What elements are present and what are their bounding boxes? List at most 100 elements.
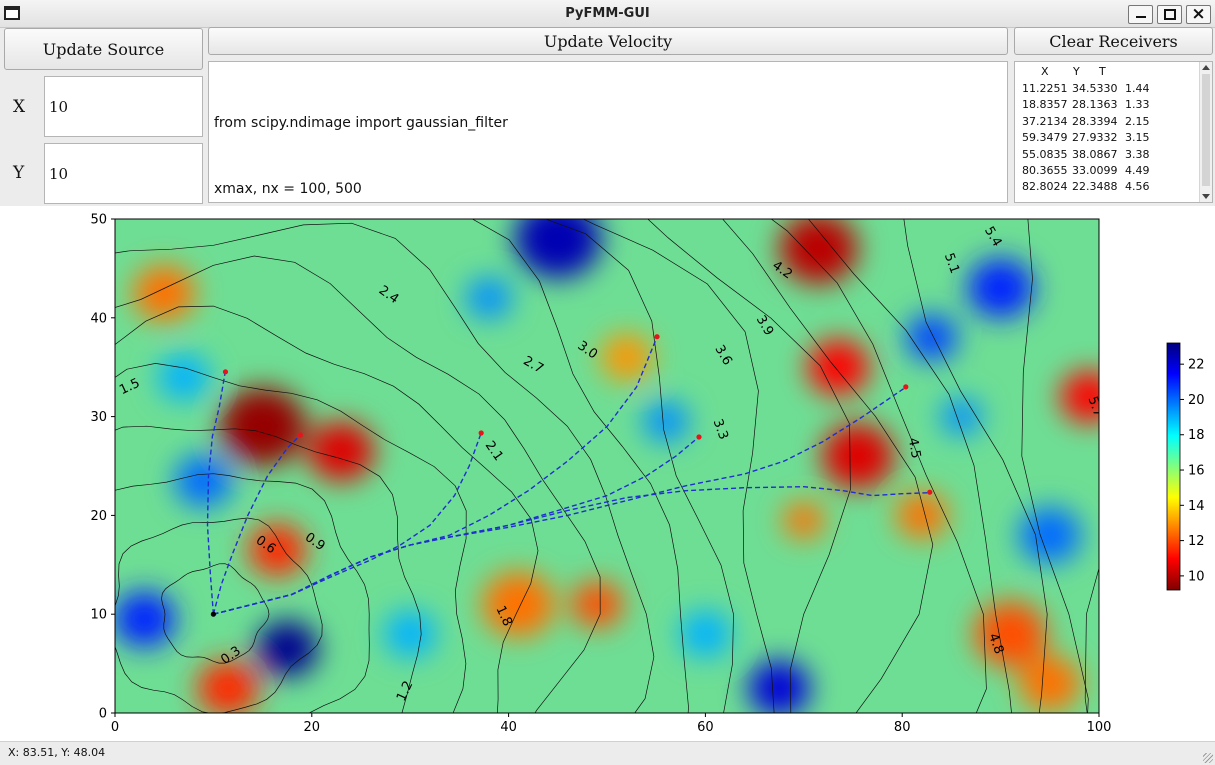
contour-label: 4.8: [985, 632, 1006, 657]
receivers-rows: 11.2251 34.5330 1.44 18.8357 28.1363 1.33 37…: [1022, 82, 1150, 197]
velocity-anomaly: [174, 454, 233, 507]
ray-path: [206, 371, 226, 615]
contour-label: 5.1: [941, 251, 962, 276]
status-bar: X: 83.51, Y: 48.04: [0, 741, 1215, 765]
table-row[interactable]: 55.0835 38.0867 3.38: [1022, 148, 1150, 164]
velocity-anomaly: [779, 219, 858, 285]
x-tick-label: 100: [1087, 720, 1112, 735]
receiver-t: 1.44: [1125, 82, 1150, 95]
y-tick-label: 0: [99, 707, 107, 722]
velocity-anomaly: [807, 339, 870, 396]
maximize-button[interactable]: [1157, 5, 1182, 24]
receiver-marker[interactable]: [903, 384, 909, 390]
ray-path: [213, 386, 907, 615]
receiver-y: 22.3488: [1072, 180, 1118, 194]
receiver-x: 80.3655: [1022, 163, 1068, 177]
receivers-scrollbar[interactable]: [1199, 62, 1212, 202]
receiver-marker[interactable]: [222, 369, 229, 375]
colorbar-tick-label: 22: [1188, 358, 1205, 373]
receivers-header: X Y T: [1015, 65, 1200, 79]
window-icon[interactable]: [4, 6, 20, 20]
table-row[interactable]: 82.8024 22.3488 4.56: [1022, 180, 1150, 196]
contour-label: 4.5: [905, 437, 923, 460]
ray-path: [212, 434, 301, 615]
velocity-anomaly: [571, 580, 623, 628]
receiver-t: 2.15: [1125, 114, 1150, 128]
ray-path: [213, 485, 930, 615]
y-tick-label: 50: [90, 213, 107, 228]
velocity-anomaly: [905, 314, 958, 361]
contour-label: 3.3: [710, 417, 731, 442]
receiver-t: 4.49: [1125, 163, 1150, 177]
plot-area[interactable]: 0.3 0.6 0.9 1.2 1.5 1.8 2.1 2.4 2.7 3.0 3.3 3.6 3.9 4…: [0, 206, 1215, 741]
receiver-y: 33.0099: [1072, 163, 1118, 177]
table-row[interactable]: 37.2134 28.3394 2.15: [1022, 115, 1150, 131]
receiver-marker[interactable]: [478, 430, 484, 436]
velocity-anomaly: [514, 219, 602, 279]
contour-line: [161, 563, 270, 664]
minimize-icon: [1136, 16, 1146, 18]
velocity-anomaly: [308, 421, 375, 482]
receiver-t: 4.56: [1125, 180, 1150, 194]
velocity-heatmap: [115, 219, 1099, 713]
receiver-t: 3.15: [1125, 131, 1150, 145]
receiver-t: 3.38: [1125, 147, 1150, 161]
ray-paths: [206, 336, 930, 615]
scroll-down-icon[interactable]: [1202, 194, 1210, 199]
scroll-up-icon[interactable]: [1202, 65, 1210, 70]
velocity-anomaly: [158, 353, 210, 401]
velocity-anomaly: [783, 501, 825, 540]
velocity-anomaly: [643, 400, 689, 443]
velocity-anomaly: [679, 610, 732, 658]
contour-line: [115, 363, 467, 713]
receivers-table[interactable]: X Y T 11.2251 34.5330 1.44 18.8357 28.1363 1…: [1014, 61, 1213, 203]
x-tick-label: 80: [894, 720, 911, 735]
table-row[interactable]: 18.8357 28.1363 1.33: [1022, 98, 1150, 114]
clear-receivers-button[interactable]: Clear Receivers: [1014, 27, 1213, 55]
close-icon: ×: [1191, 4, 1206, 24]
receiver-markers: [222, 334, 933, 495]
velocity-anomaly: [482, 571, 555, 638]
receiver-x: 55.0835: [1022, 147, 1068, 161]
x-tick-label: 60: [697, 720, 714, 735]
velocity-anomaly: [940, 397, 982, 436]
minimize-button[interactable]: [1128, 5, 1153, 24]
source-y-input[interactable]: 10: [44, 143, 203, 204]
velocity-anomaly: [115, 591, 176, 648]
contour-line: [115, 517, 323, 713]
y-tick-label: 10: [90, 608, 107, 623]
velocity-anomaly: [466, 277, 512, 319]
velocity-anomaly: [384, 610, 437, 658]
colorbar-tick-label: 10: [1188, 569, 1205, 584]
x-tick-label: 0: [111, 720, 119, 735]
window-title: PyFMM-GUI: [565, 6, 650, 21]
receivers-header-y: Y: [1073, 65, 1080, 78]
receiver-marker[interactable]: [696, 434, 702, 440]
table-row[interactable]: 80.3655 33.0099 4.49: [1022, 164, 1150, 180]
source-x-input[interactable]: 10: [44, 76, 203, 137]
contour-line: [115, 255, 601, 713]
close-button[interactable]: ×: [1186, 4, 1211, 24]
resize-grip-icon[interactable]: [1203, 753, 1213, 763]
velocity-anomaly: [1060, 370, 1099, 424]
velocity-code-editor[interactable]: from scipy.ndimage import gaussian_filte…: [208, 61, 1008, 395]
velocity-anomaly: [219, 387, 306, 466]
source-marker[interactable]: [210, 611, 216, 617]
receiver-x: 18.8357: [1022, 98, 1068, 112]
update-velocity-button[interactable]: Update Velocity: [208, 27, 1008, 55]
receiver-t: 1.33: [1125, 98, 1150, 112]
velocity-anomaly: [1018, 507, 1081, 564]
travel-time-plot[interactable]: 0.30.6 0.91.21.51.82.12.42.73.03.33.63.94…: [0, 206, 1215, 741]
receiver-y: 28.1363: [1072, 98, 1118, 112]
scrollbar-thumb[interactable]: [1202, 74, 1210, 186]
velocity-anomaly: [896, 492, 948, 539]
table-row[interactable]: 11.2251 34.5330 1.44: [1022, 82, 1150, 98]
receiver-marker[interactable]: [654, 334, 660, 340]
colorbar-tick-label: 14: [1188, 499, 1205, 514]
receiver-marker[interactable]: [927, 489, 933, 495]
receiver-x: 59.3479: [1022, 131, 1068, 145]
velocity-anomaly: [821, 423, 895, 489]
update-source-button[interactable]: Update Source: [4, 28, 203, 70]
receiver-marker[interactable]: [297, 432, 303, 438]
table-row[interactable]: 59.3479 27.9332 3.15: [1022, 131, 1150, 147]
